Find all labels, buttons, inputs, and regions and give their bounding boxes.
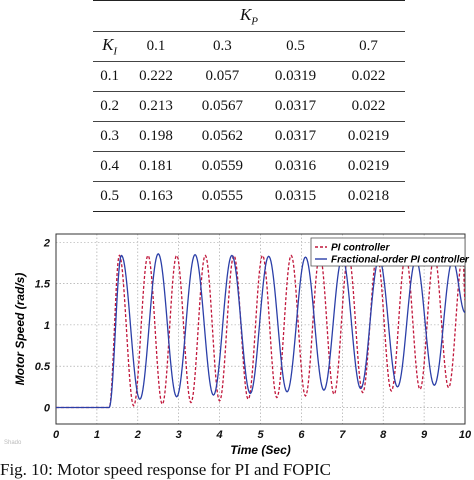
watermark: Shado <box>4 440 22 446</box>
table-cell: 0.0218 <box>331 181 405 212</box>
x-tick-label: 0 <box>53 429 60 441</box>
x-tick-label: 8 <box>380 429 387 441</box>
ki-value: 0.4 <box>93 151 127 182</box>
x-tick-label: 3 <box>176 429 182 441</box>
y-tick-label: 1.5 <box>35 279 51 291</box>
y-tick-label: 0 <box>44 402 51 414</box>
table-cell: 0.0317 <box>258 121 332 152</box>
series-group <box>56 252 465 409</box>
table-cell: 0.0319 <box>258 61 332 92</box>
table-cell: 0.181 <box>126 151 186 182</box>
table-row: 0.4 0.181 0.0559 0.0316 0.0219 <box>93 151 405 182</box>
ki-header: KI <box>93 31 127 62</box>
table-cell: 0.022 <box>331 91 405 122</box>
table-row: 0.2 0.213 0.0567 0.0317 0.022 <box>93 91 405 122</box>
kp-header-row: KP <box>93 0 405 32</box>
table-cell: 0.0219 <box>331 121 405 152</box>
table-cell: 0.0219 <box>331 151 405 182</box>
x-tick-label: 5 <box>257 429 264 441</box>
y-axis-label: Motor Speed (rad/s) <box>13 273 27 386</box>
figure-caption: Fig. 10: Motor speed response for PI and… <box>0 460 332 479</box>
results-table-wrap: KP KI 0.1 0.3 0.5 0.7 0.1 0.222 0.057 0.… <box>93 0 405 212</box>
table-row: 0.1 0.222 0.057 0.0319 0.022 <box>93 61 405 92</box>
y-tick-label: 0.5 <box>35 361 51 373</box>
legend-label-fopi: Fractional-order PI controller <box>331 255 470 266</box>
table-cell: 0.0559 <box>185 151 259 182</box>
motor-speed-chart: 0 1 2 3 4 5 6 7 8 9 10 0 0.5 1 1.5 2 Time (Sec) Motor S… <box>13 233 472 457</box>
table-row: 0.3 0.198 0.0562 0.0317 0.0219 <box>93 121 405 152</box>
ki-value: 0.5 <box>93 181 127 212</box>
legend-label-pi: PI controller <box>331 243 390 254</box>
kp-value: 0.1 <box>126 31 186 62</box>
x-tick-label: 1 <box>94 429 100 441</box>
x-tick-label: 10 <box>459 429 472 441</box>
table-cell: 0.022 <box>331 61 405 92</box>
table-cell: 0.213 <box>126 91 186 122</box>
pi-controller-line <box>56 254 465 409</box>
y-tick-label: 2 <box>43 237 50 249</box>
table-cell: 0.198 <box>126 121 186 152</box>
table-cell: 0.163 <box>126 181 186 212</box>
x-tick-label: 9 <box>421 429 428 441</box>
x-tick-label: 6 <box>298 429 305 441</box>
legend-box <box>310 237 466 267</box>
table-cell: 0.0317 <box>258 91 332 122</box>
table-cell: 0.0567 <box>185 91 259 122</box>
column-header-row: KI 0.1 0.3 0.5 0.7 <box>93 31 405 62</box>
x-axis-label: Time (Sec) <box>230 443 290 457</box>
ki-value: 0.2 <box>93 91 127 122</box>
results-table: KP KI 0.1 0.3 0.5 0.7 0.1 0.222 0.057 0.… <box>93 0 405 212</box>
kp-value: 0.3 <box>185 31 259 62</box>
table-cell: 0.057 <box>185 61 259 92</box>
fractional-order-pi-line <box>56 252 465 409</box>
tick-labels: 0 1 2 3 4 5 6 7 8 9 10 0 0.5 1 1.5 2 <box>35 237 472 441</box>
kp-value: 0.5 <box>258 31 332 62</box>
ki-value: 0.3 <box>93 121 127 152</box>
table-cell: 0.0555 <box>185 181 259 212</box>
kp-value: 0.7 <box>331 31 405 62</box>
kp-header: KP <box>93 0 405 32</box>
x-tick-label: 4 <box>216 429 223 441</box>
table-cell: 0.222 <box>126 61 186 92</box>
ki-value: 0.1 <box>93 61 127 92</box>
x-tick-label: 2 <box>134 429 141 441</box>
plot-frame <box>55 233 466 425</box>
legend: PI controller Fractional-order PI contro… <box>310 237 470 267</box>
table-row: 0.5 0.163 0.0555 0.0315 0.0218 <box>93 181 405 212</box>
table-cell: 0.0315 <box>258 181 332 212</box>
y-tick-label: 1 <box>44 320 50 332</box>
x-tick-label: 7 <box>339 429 346 441</box>
table-cell: 0.0562 <box>185 121 259 152</box>
table-cell: 0.0316 <box>258 151 332 182</box>
